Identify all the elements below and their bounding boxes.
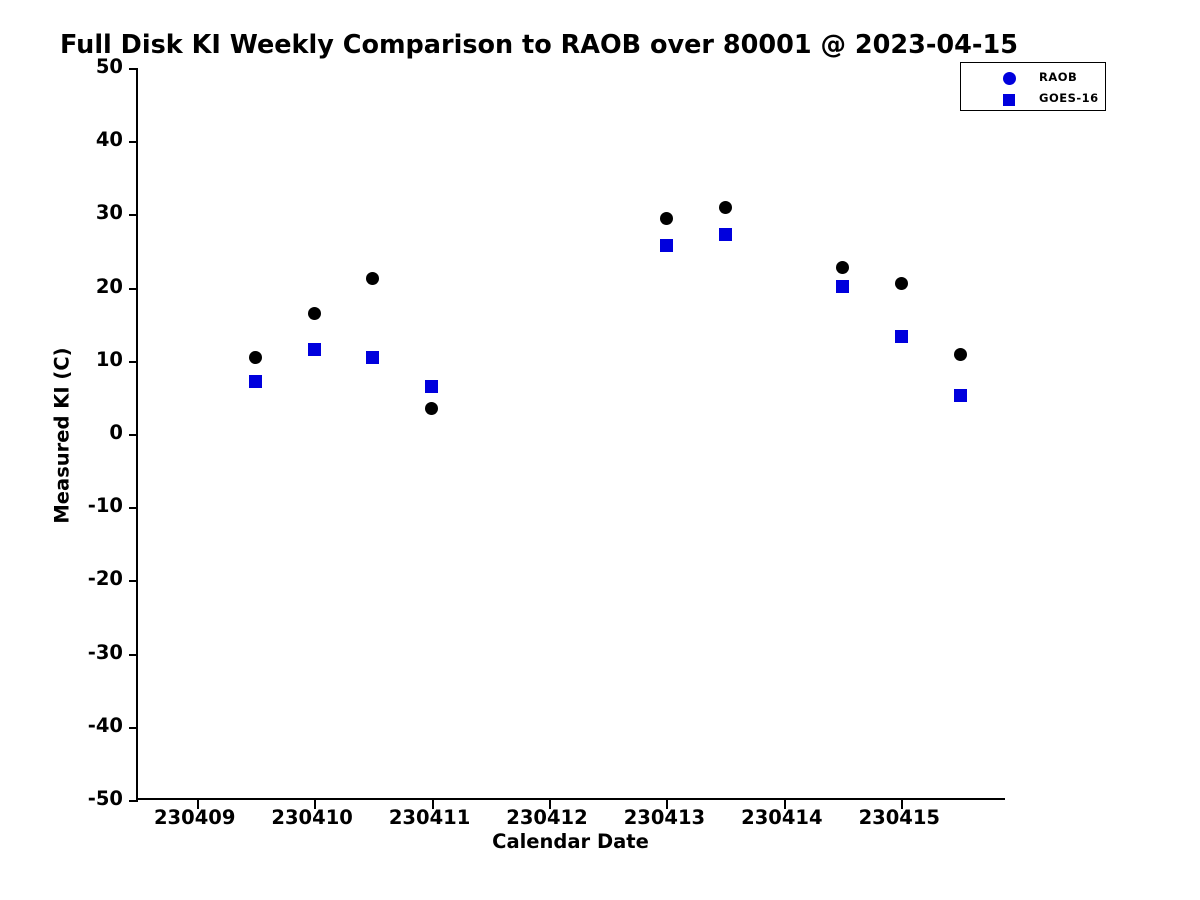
y-tick-mark (129, 507, 138, 510)
x-tick-label: 230411 (388, 806, 471, 829)
x-tick-mark (196, 800, 199, 809)
y-tick-label: 30 (95, 201, 123, 225)
y-tick-label: -50 (87, 787, 123, 810)
legend-marker-circle-icon (1003, 72, 1016, 85)
data-point-raob (718, 200, 732, 214)
y-tick-label: -30 (87, 640, 123, 664)
data-point-raob (894, 276, 908, 290)
data-point-goes-16 (836, 280, 850, 294)
data-point-goes-16 (953, 388, 967, 402)
x-tick-label: 230412 (506, 806, 588, 829)
y-tick-label: -20 (87, 567, 123, 591)
x-tick-mark (901, 800, 904, 809)
y-tick-mark (129, 141, 138, 144)
x-tick-mark (783, 800, 786, 809)
x-axis-title: Calendar Date (492, 830, 649, 853)
y-tick-label: -10 (87, 494, 123, 518)
data-point-raob (659, 211, 673, 225)
y-tick-label: 40 (95, 128, 123, 152)
data-point-raob (248, 351, 262, 365)
data-point-raob (953, 348, 967, 362)
data-point-goes-16 (425, 379, 439, 393)
y-tick-label: 50 (95, 55, 123, 78)
y-tick-mark (129, 434, 138, 436)
y-tick-mark (129, 653, 138, 656)
data-point-goes-16 (366, 351, 380, 365)
y-tick-label: -40 (87, 713, 123, 737)
x-tick-label: 230414 (741, 806, 823, 829)
x-tick-label: 230410 (271, 806, 353, 829)
legend-label: RAOB (1039, 70, 1078, 84)
x-tick-label: 230409 (153, 806, 236, 829)
y-tick-label: 0 (109, 421, 123, 444)
legend-marker-square-icon (1003, 94, 1015, 106)
y-tick-label: 10 (95, 347, 123, 371)
data-point-goes-16 (307, 342, 321, 356)
data-point-raob (307, 306, 321, 320)
y-tick-mark (129, 214, 138, 217)
x-tick-mark (431, 800, 434, 809)
legend-entry: GOES-16 (961, 91, 1107, 114)
legend-label: GOES-16 (1039, 91, 1099, 105)
y-tick-mark (129, 800, 138, 802)
y-tick-label: 20 (95, 274, 123, 298)
x-tick-mark (314, 800, 317, 809)
x-tick-label: 230415 (858, 806, 940, 829)
data-point-raob (366, 272, 380, 286)
data-point-raob (425, 401, 439, 415)
data-point-goes-16 (248, 374, 262, 388)
y-tick-mark (129, 287, 138, 290)
y-axis-title: Measured KI (C) (50, 347, 74, 524)
y-tick-mark (129, 580, 138, 583)
legend-entry: RAOB (961, 70, 1107, 93)
x-tick-label: 230413 (623, 806, 706, 829)
plot-area (129, 68, 1005, 809)
chart-legend: RAOB GOES-16 (960, 62, 1106, 111)
x-tick-mark (666, 800, 669, 809)
data-point-goes-16 (894, 330, 908, 344)
data-point-raob (836, 260, 850, 274)
data-point-goes-16 (718, 228, 732, 242)
chart-title: Full Disk KI Weekly Comparison to RAOB o… (60, 30, 1018, 60)
y-tick-mark (129, 68, 138, 70)
x-tick-mark (549, 800, 551, 809)
y-tick-mark (129, 360, 138, 363)
y-tick-mark (129, 726, 138, 729)
data-point-goes-16 (659, 238, 673, 252)
